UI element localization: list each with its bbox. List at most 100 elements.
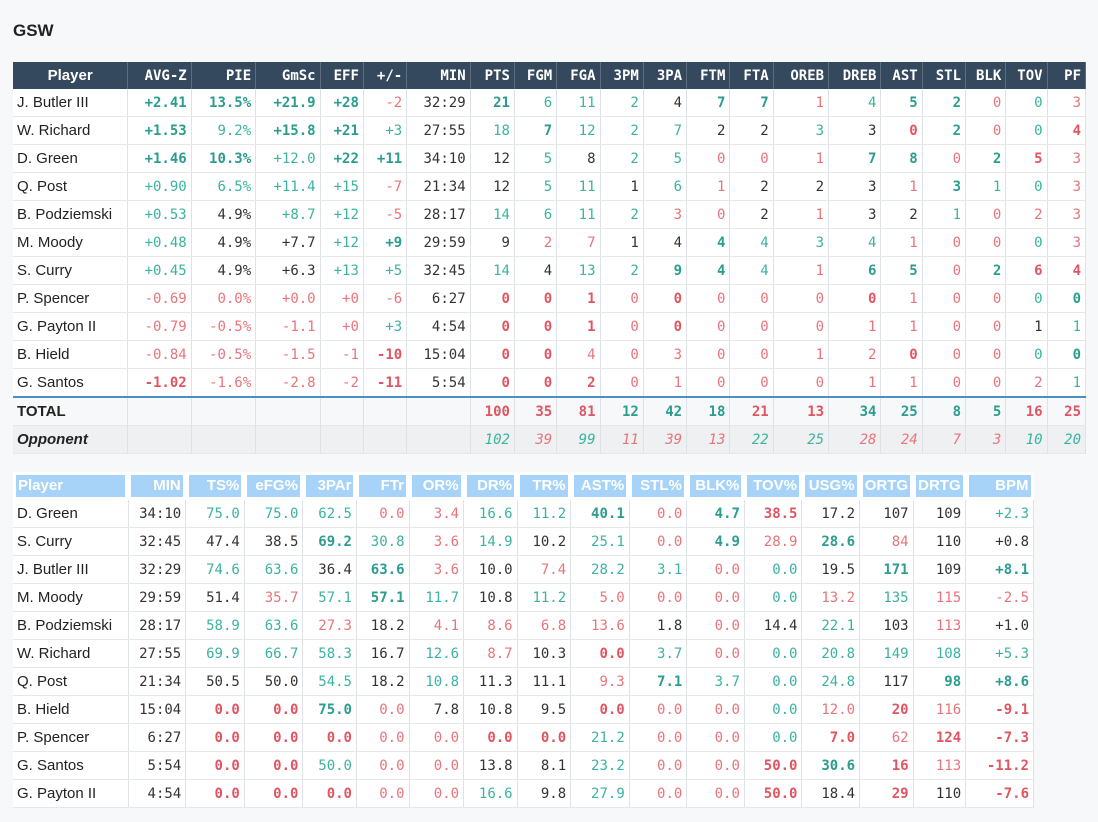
player-name[interactable]: B. Hield xyxy=(13,695,129,724)
col-header-player[interactable]: Player xyxy=(13,62,129,89)
col-header-tov[interactable]: TOV xyxy=(1005,62,1048,89)
stat-ts-pct: 51.4 xyxy=(185,583,245,612)
player-name[interactable]: J. Butler III xyxy=(13,555,129,584)
col-header-pts[interactable]: PTS xyxy=(470,62,515,89)
player-name[interactable]: S. Curry xyxy=(13,256,129,285)
player-name[interactable]: TOTAL xyxy=(13,396,129,426)
col-header-fgm[interactable]: FGM xyxy=(514,62,558,89)
stat-ftr: 18.2 xyxy=(356,667,410,696)
table-row: Q. Post +0.90 6.5% +11.4 +15 -7 21:34 12 5 11 1 6 1 2… xyxy=(13,172,1087,201)
stat-dreb: 28 xyxy=(828,425,882,454)
stat-pts: 0 xyxy=(470,284,515,313)
col-header-fga[interactable]: FGA xyxy=(556,62,601,89)
col-header-ftm[interactable]: FTM xyxy=(686,62,731,89)
col-header-label: ORTG xyxy=(862,475,911,497)
stat-3pm: 2 xyxy=(600,256,644,285)
stat-plus-minus: -11 xyxy=(363,368,408,398)
stat-pf: 4 xyxy=(1047,116,1087,145)
stat-gmsc: -2.8 xyxy=(255,368,321,398)
player-name[interactable]: P. Spencer xyxy=(13,723,129,752)
stat-fta: 0 xyxy=(729,312,774,341)
stat-drtg: 113 xyxy=(913,751,967,780)
stat-ast: 0 xyxy=(880,340,923,369)
stat-ast-pct: 21.2 xyxy=(570,723,630,752)
col-header-tov-pct[interactable]: TOV% xyxy=(744,472,802,500)
col-header-avg-z[interactable]: AVG-Z xyxy=(127,62,192,89)
col-header-blk[interactable]: BLK xyxy=(965,62,1007,89)
col-header-stl[interactable]: STL xyxy=(922,62,967,89)
col-header-ast-pct[interactable]: AST% xyxy=(570,472,630,500)
table-row: TOTAL 100 35 81 12 42 18 21 13 34 25 8 5 16 25 xyxy=(13,396,1087,426)
player-name[interactable]: Opponent xyxy=(13,425,129,454)
col-header-blk-pct[interactable]: BLK% xyxy=(686,472,745,500)
col-header-ts-pct[interactable]: TS% xyxy=(185,472,245,500)
player-name[interactable]: D. Green xyxy=(13,500,129,528)
col-header-plus-minus[interactable]: +/- xyxy=(363,62,408,89)
col-header-ast[interactable]: AST xyxy=(880,62,923,89)
player-name[interactable]: G. Santos xyxy=(13,368,129,398)
stat-min xyxy=(406,425,471,454)
col-header-eff[interactable]: EFF xyxy=(320,62,364,89)
stat-min: 32:29 xyxy=(128,555,187,584)
stat-gmsc: -1.5 xyxy=(255,340,321,369)
col-header-pf[interactable]: PF xyxy=(1047,62,1087,89)
stat-3par: 69.2 xyxy=(302,527,357,556)
player-name[interactable]: M. Moody xyxy=(13,228,129,257)
col-header-min[interactable]: MIN xyxy=(128,472,186,500)
col-header-or-pct[interactable]: OR% xyxy=(409,472,464,500)
stat-ftm: 0 xyxy=(686,368,731,398)
player-name[interactable]: G. Payton II xyxy=(13,779,129,808)
stat-pie: 4.9% xyxy=(191,256,257,285)
player-name[interactable]: B. Podziemski xyxy=(13,200,129,229)
player-name[interactable]: G. Santos xyxy=(13,751,129,780)
col-header-ftr[interactable]: FTr xyxy=(356,472,410,500)
player-name[interactable]: W. Richard xyxy=(13,639,129,668)
col-header-dreb[interactable]: DREB xyxy=(828,62,882,89)
player-name[interactable]: B. Podziemski xyxy=(13,611,129,640)
col-header-drtg[interactable]: DRTG xyxy=(913,472,966,500)
stat-ftr: 57.1 xyxy=(356,583,410,612)
player-name[interactable]: P. Spencer xyxy=(13,284,129,313)
stat-tov-pct: 0.0 xyxy=(744,667,803,696)
col-header-3pa[interactable]: 3PA xyxy=(643,62,688,89)
stat-3par: 58.3 xyxy=(302,639,357,668)
player-name[interactable]: W. Richard xyxy=(13,116,129,145)
stat-usg-pct: 7.0 xyxy=(801,723,861,752)
table-row: B. Podziemski 28:17 58.9 63.6 27.3 18.2 4.1 8.6… xyxy=(13,611,1034,640)
player-name[interactable]: J. Butler III xyxy=(13,89,129,117)
table-row: B. Hield 15:04 0.0 0.0 75.0 0.0 7.8 10.8 9.5 0.0 0… xyxy=(13,695,1034,724)
col-header-player[interactable]: Player xyxy=(13,472,129,500)
stat-tov: 0 xyxy=(1005,116,1048,145)
stat-dreb: 2 xyxy=(828,340,882,369)
col-header-oreb[interactable]: OREB xyxy=(773,62,830,89)
col-header-usg-pct[interactable]: USG% xyxy=(801,472,860,500)
stat-fgm: 0 xyxy=(514,340,558,369)
col-header-ortg[interactable]: ORTG xyxy=(859,472,914,500)
col-header-tr-pct[interactable]: TR% xyxy=(517,472,571,500)
stat-3pm: 1 xyxy=(600,228,644,257)
col-header-fta[interactable]: FTA xyxy=(729,62,774,89)
col-header-min[interactable]: MIN xyxy=(406,62,471,89)
col-header-3pm[interactable]: 3PM xyxy=(600,62,644,89)
player-name[interactable]: B. Hield xyxy=(13,340,129,369)
col-header-stl-pct[interactable]: STL% xyxy=(629,472,687,500)
col-header-dr-pct[interactable]: DR% xyxy=(463,472,518,500)
col-header-pie[interactable]: PIE xyxy=(191,62,257,89)
player-name[interactable]: D. Green xyxy=(13,144,129,173)
col-header-bpm[interactable]: BPM xyxy=(965,472,1034,500)
player-name[interactable]: G. Payton II xyxy=(13,312,129,341)
stat-ast-pct: 13.6 xyxy=(570,611,630,640)
col-header-gmsc[interactable]: GmSc xyxy=(255,62,321,89)
player-name[interactable]: S. Curry xyxy=(13,527,129,556)
player-name[interactable]: M. Moody xyxy=(13,583,129,612)
stat-3pa: 0 xyxy=(643,312,688,341)
player-name[interactable]: Q. Post xyxy=(13,172,129,201)
stat-or-pct: 0.0 xyxy=(409,779,465,808)
col-header-efg-pct[interactable]: eFG% xyxy=(244,472,303,500)
stat-pts: 14 xyxy=(470,256,515,285)
col-header-3par[interactable]: 3PAr xyxy=(302,472,357,500)
stat-ts-pct: 74.6 xyxy=(185,555,245,584)
stat-eff: +0 xyxy=(320,284,364,313)
player-name[interactable]: Q. Post xyxy=(13,667,129,696)
stat-fgm: 4 xyxy=(514,256,558,285)
